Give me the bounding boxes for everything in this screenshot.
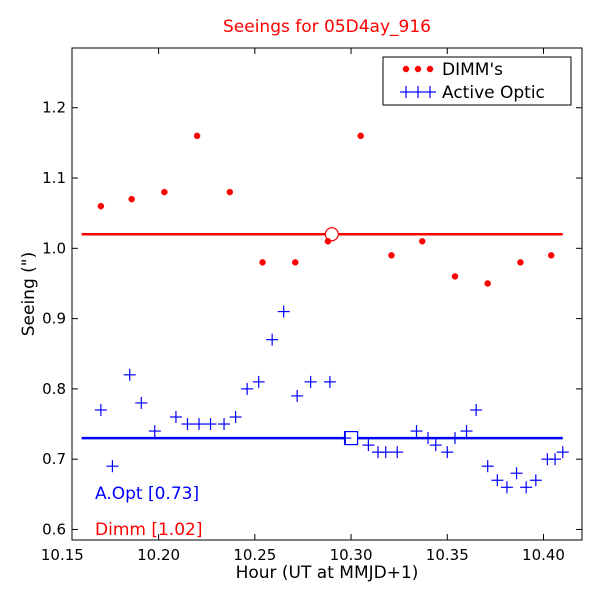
- active-optic-point: [252, 375, 265, 388]
- data-points: [94, 132, 569, 494]
- y-tick-label: 0.9: [42, 310, 66, 328]
- active-optic-point: [277, 305, 290, 318]
- active-optic-point: [304, 375, 317, 388]
- active-optic-point: [148, 425, 161, 438]
- dimm-point: [226, 188, 234, 196]
- active-optic-point: [193, 418, 206, 431]
- active-optic-point: [391, 446, 404, 459]
- y-tick-label: 1.1: [42, 169, 66, 187]
- active-optic-point: [218, 418, 231, 431]
- active-optic-point: [291, 389, 304, 402]
- dimm-point: [451, 273, 459, 280]
- y-tick-label: 1.0: [42, 239, 66, 257]
- x-tick-label: 10.25: [233, 546, 276, 564]
- y-tick-label: 0.7: [42, 450, 66, 468]
- active-optic-point: [549, 453, 562, 466]
- dimm-point: [128, 195, 135, 203]
- x-tick-label: 10.15: [41, 546, 84, 564]
- axis-ticks: 10.15 10.20 10.25 10.30 10.35 10.40 0.6 0.7 0.8 0…: [41, 48, 582, 564]
- active-optic-point: [470, 403, 483, 416]
- active-optic-point: [266, 333, 279, 346]
- dimm-point: [517, 259, 524, 266]
- y-tick-label: 0.8: [42, 380, 66, 398]
- active-optic-point: [429, 439, 442, 452]
- active-optic-point: [491, 474, 504, 487]
- active-optic-point: [520, 481, 533, 494]
- active-optic-point: [362, 439, 375, 452]
- active-optic-point: [379, 446, 392, 459]
- x-tick-label: 10.40: [522, 546, 565, 564]
- chart-title: Seeings for 05D4ay_916: [223, 17, 431, 37]
- legend-marker-dimm: [426, 65, 434, 73]
- dimm-point: [419, 238, 426, 245]
- legend-box: [382, 56, 572, 106]
- y-tick-label: 0.6: [42, 520, 66, 538]
- active-optic-point: [460, 425, 473, 438]
- active-optic-point: [510, 467, 523, 480]
- legend-marker-active-optic: [412, 86, 424, 98]
- dimm-point: [357, 132, 364, 140]
- active-optic-point: [339, 432, 352, 445]
- y-axis-label: Seeing ("): [19, 252, 39, 337]
- dimm-point: [484, 280, 491, 287]
- active-optic-point: [529, 474, 542, 487]
- x-axis-label: Hour (UT at MMJD+1): [236, 563, 419, 583]
- legend-markers: [400, 65, 436, 98]
- dimm-point: [97, 202, 105, 210]
- dimm-point: [291, 259, 299, 266]
- active-optic-point: [204, 418, 217, 431]
- legend-marker-dimm: [402, 65, 410, 73]
- active-optic-point: [410, 425, 423, 438]
- active-optic-point: [481, 460, 494, 473]
- active-optic-point: [323, 375, 336, 388]
- annotation-aopt: A.Opt [0.73]: [95, 484, 199, 504]
- active-optic-point: [169, 411, 182, 423]
- legend-marker-active-optic: [400, 86, 412, 98]
- y-tick-label: 1.2: [42, 99, 66, 117]
- legend-marker-active-optic: [424, 86, 436, 98]
- x-tick-label: 10.30: [330, 546, 373, 564]
- mean-marker-circle: [324, 227, 339, 242]
- active-optic-point: [441, 446, 454, 459]
- active-optic-point: [241, 382, 254, 395]
- plot-area: [71, 47, 583, 541]
- legend-marker-dimm: [414, 65, 422, 73]
- dimm-point: [324, 238, 332, 245]
- active-optic-point: [94, 403, 107, 416]
- active-optic-point: [106, 460, 119, 473]
- active-optic-point: [229, 411, 242, 423]
- legend: DIMM's Active Optic: [382, 56, 572, 106]
- active-optic-point: [123, 368, 136, 381]
- dimm-point: [388, 252, 395, 259]
- active-optic-point: [556, 446, 569, 459]
- dimm-point: [259, 259, 266, 266]
- active-optic-point: [422, 432, 435, 445]
- active-optic-point: [181, 418, 194, 431]
- dimm-point: [193, 132, 201, 140]
- legend-label-active-optic: Active Optic: [442, 83, 545, 103]
- reference-lines: [81, 227, 563, 446]
- active-optic-point: [135, 396, 148, 409]
- active-optic-point: [448, 432, 461, 445]
- x-tick-label: 10.35: [426, 546, 469, 564]
- dimm-point: [161, 188, 168, 196]
- active-optic-point: [500, 481, 513, 494]
- legend-label-dimm: DIMM's: [442, 60, 503, 80]
- x-tick-label: 10.20: [137, 546, 180, 564]
- annotation-dimm: Dimm [1.02]: [95, 520, 202, 540]
- dimm-point: [547, 252, 555, 259]
